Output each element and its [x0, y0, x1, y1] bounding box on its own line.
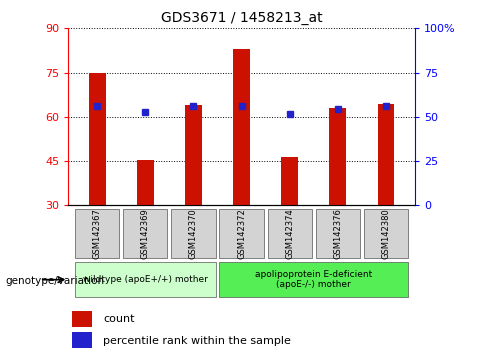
FancyBboxPatch shape: [75, 209, 120, 258]
Text: count: count: [103, 314, 135, 325]
Bar: [233, 49, 250, 205]
Bar: [281, 156, 298, 205]
Text: wildtype (apoE+/+) mother: wildtype (apoE+/+) mother: [83, 275, 208, 284]
Text: GSM142372: GSM142372: [237, 208, 246, 259]
Text: percentile rank within the sample: percentile rank within the sample: [103, 336, 291, 346]
Text: apolipoprotein E-deficient
(apoE-/-) mother: apolipoprotein E-deficient (apoE-/-) mot…: [255, 270, 372, 289]
FancyBboxPatch shape: [220, 209, 264, 258]
Text: genotype/variation: genotype/variation: [5, 276, 104, 286]
FancyBboxPatch shape: [220, 262, 408, 297]
FancyBboxPatch shape: [316, 209, 360, 258]
Text: GSM142369: GSM142369: [141, 208, 150, 259]
FancyBboxPatch shape: [267, 209, 312, 258]
FancyBboxPatch shape: [364, 209, 408, 258]
Title: GDS3671 / 1458213_at: GDS3671 / 1458213_at: [161, 11, 323, 24]
Bar: [72, 332, 92, 348]
Text: GSM142380: GSM142380: [382, 208, 390, 259]
Bar: [378, 104, 394, 205]
Bar: [72, 311, 92, 327]
Text: GSM142367: GSM142367: [93, 208, 102, 259]
Text: GSM142376: GSM142376: [333, 208, 342, 259]
FancyBboxPatch shape: [123, 209, 167, 258]
Bar: [185, 105, 202, 205]
Bar: [329, 108, 346, 205]
Bar: [89, 73, 105, 205]
Text: GSM142374: GSM142374: [285, 208, 294, 259]
Text: GSM142370: GSM142370: [189, 208, 198, 259]
FancyBboxPatch shape: [171, 209, 216, 258]
FancyBboxPatch shape: [75, 262, 216, 297]
Bar: [137, 160, 154, 205]
